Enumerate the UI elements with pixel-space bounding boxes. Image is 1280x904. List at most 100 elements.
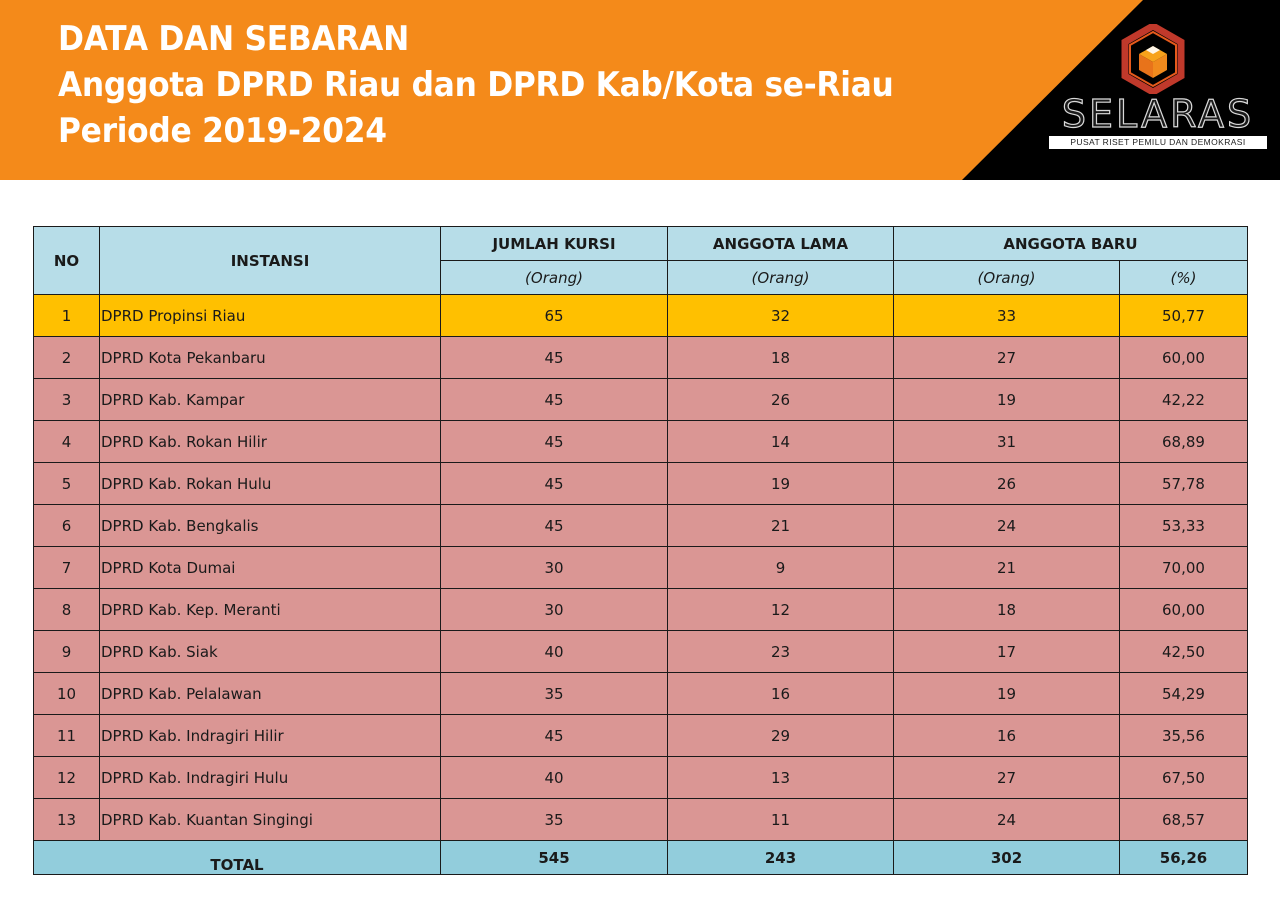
cell-no: 3: [33, 378, 100, 421]
cell-lama: 19: [667, 462, 894, 505]
cell-lama: 9: [667, 546, 894, 589]
cell-persen: 53,33: [1119, 504, 1248, 547]
col-header-anggota-baru: ANGGOTA BARU: [893, 226, 1248, 261]
col-header-no: NO: [33, 226, 100, 295]
cell-no: 1: [33, 294, 100, 337]
table-row: 4 DPRD Kab. Rokan Hilir 45 14 31 68,89: [33, 420, 1248, 463]
cell-baru: 27: [893, 336, 1120, 379]
cell-no: 7: [33, 546, 100, 589]
cell-persen: 54,29: [1119, 672, 1248, 715]
cell-kursi: 45: [440, 714, 668, 757]
cell-instansi: DPRD Kab. Rokan Hilir: [99, 420, 441, 463]
cell-instansi: DPRD Kota Dumai: [99, 546, 441, 589]
table-row: 10 DPRD Kab. Pelalawan 35 16 19 54,29: [33, 672, 1248, 715]
table-row: 2 DPRD Kota Pekanbaru 45 18 27 60,00: [33, 336, 1248, 379]
table-row: 6 DPRD Kab. Bengkalis 45 21 24 53,33: [33, 504, 1248, 547]
cell-baru: 18: [893, 588, 1120, 631]
cell-instansi: DPRD Kab. Bengkalis: [99, 504, 441, 547]
cell-kursi: 35: [440, 798, 668, 841]
cell-baru: 24: [893, 798, 1120, 841]
cell-no: 4: [33, 420, 100, 463]
total-label: TOTAL: [33, 840, 441, 875]
cell-instansi: DPRD Kab. Pelalawan: [99, 672, 441, 715]
cell-no: 6: [33, 504, 100, 547]
cell-instansi: DPRD Kab. Kampar: [99, 378, 441, 421]
cell-baru: 19: [893, 378, 1120, 421]
table-row: 9 DPRD Kab. Siak 40 23 17 42,50: [33, 630, 1248, 673]
cell-no: 13: [33, 798, 100, 841]
cell-persen: 50,77: [1119, 294, 1248, 337]
cell-lama: 18: [667, 336, 894, 379]
total-lama: 243: [667, 840, 894, 875]
total-kursi: 545: [440, 840, 668, 875]
cell-baru: 24: [893, 504, 1120, 547]
cell-instansi: DPRD Kab. Kep. Meranti: [99, 588, 441, 631]
table-body: 1 DPRD Propinsi Riau 65 32 33 50,77 2 DP…: [33, 294, 1248, 875]
cell-persen: 60,00: [1119, 336, 1248, 379]
cell-no: 10: [33, 672, 100, 715]
title-banner: DATA DAN SEBARAN Anggota DPRD Riau dan D…: [0, 0, 1280, 180]
cell-instansi: DPRD Kab. Siak: [99, 630, 441, 673]
cell-no: 11: [33, 714, 100, 757]
selaras-logo: SELARAS PUSAT RISET PEMILU DAN DEMOKRASI: [1047, 24, 1269, 154]
cell-persen: 35,56: [1119, 714, 1248, 757]
cell-kursi: 30: [440, 546, 668, 589]
cell-baru: 27: [893, 756, 1120, 799]
dprd-members-table: NO INSTANSI JUMLAH KURSI ANGGOTA LAMA AN…: [33, 226, 1248, 875]
cell-no: 12: [33, 756, 100, 799]
cell-kursi: 45: [440, 420, 668, 463]
cell-persen: 57,78: [1119, 462, 1248, 505]
cell-lama: 32: [667, 294, 894, 337]
col-header-instansi: INSTANSI: [99, 226, 441, 295]
title-line-2: Anggota DPRD Riau dan DPRD Kab/Kota se-R…: [58, 65, 894, 105]
cell-no: 2: [33, 336, 100, 379]
table-row: 1 DPRD Propinsi Riau 65 32 33 50,77: [33, 294, 1248, 337]
cell-instansi: DPRD Kab. Indragiri Hulu: [99, 756, 441, 799]
title-line-3: Periode 2019-2024: [58, 111, 387, 151]
cell-instansi: DPRD Kota Pekanbaru: [99, 336, 441, 379]
cell-lama: 21: [667, 504, 894, 547]
cell-instansi: DPRD Propinsi Riau: [99, 294, 441, 337]
hexagon-cube-icon: [1121, 24, 1185, 94]
table-row: 8 DPRD Kab. Kep. Meranti 30 12 18 60,00: [33, 588, 1248, 631]
col-header-jumlah-kursi: JUMLAH KURSI: [440, 226, 668, 261]
unit-lama: (Orang): [667, 260, 894, 295]
cell-no: 8: [33, 588, 100, 631]
cell-kursi: 30: [440, 588, 668, 631]
cell-no: 9: [33, 630, 100, 673]
total-persen: 56,26: [1119, 840, 1248, 875]
logo-tagline: PUSAT RISET PEMILU DAN DEMOKRASI: [1049, 136, 1267, 149]
cell-kursi: 45: [440, 504, 668, 547]
title-line-1: DATA DAN SEBARAN: [58, 19, 410, 59]
cell-baru: 17: [893, 630, 1120, 673]
cell-kursi: 65: [440, 294, 668, 337]
table-row: 11 DPRD Kab. Indragiri Hilir 45 29 16 35…: [33, 714, 1248, 757]
cell-instansi: DPRD Kab. Rokan Hulu: [99, 462, 441, 505]
cell-baru: 19: [893, 672, 1120, 715]
cell-baru: 26: [893, 462, 1120, 505]
cell-lama: 23: [667, 630, 894, 673]
cell-persen: 60,00: [1119, 588, 1248, 631]
cell-instansi: DPRD Kab. Indragiri Hilir: [99, 714, 441, 757]
cell-lama: 16: [667, 672, 894, 715]
cell-kursi: 40: [440, 756, 668, 799]
total-row: TOTAL 545 243 302 56,26: [33, 840, 1248, 875]
cell-baru: 16: [893, 714, 1120, 757]
table-row: 3 DPRD Kab. Kampar 45 26 19 42,22: [33, 378, 1248, 421]
cell-kursi: 40: [440, 630, 668, 673]
cell-baru: 21: [893, 546, 1120, 589]
unit-persen: (%): [1119, 260, 1248, 295]
cell-kursi: 35: [440, 672, 668, 715]
unit-kursi: (Orang): [440, 260, 668, 295]
unit-baru: (Orang): [893, 260, 1120, 295]
cell-lama: 12: [667, 588, 894, 631]
cell-lama: 14: [667, 420, 894, 463]
total-baru: 302: [893, 840, 1120, 875]
cell-instansi: DPRD Kab. Kuantan Singingi: [99, 798, 441, 841]
table-row: 7 DPRD Kota Dumai 30 9 21 70,00: [33, 546, 1248, 589]
cell-persen: 42,22: [1119, 378, 1248, 421]
table-row: 13 DPRD Kab. Kuantan Singingi 35 11 24 6…: [33, 798, 1248, 841]
cell-persen: 67,50: [1119, 756, 1248, 799]
cell-lama: 29: [667, 714, 894, 757]
cell-kursi: 45: [440, 336, 668, 379]
